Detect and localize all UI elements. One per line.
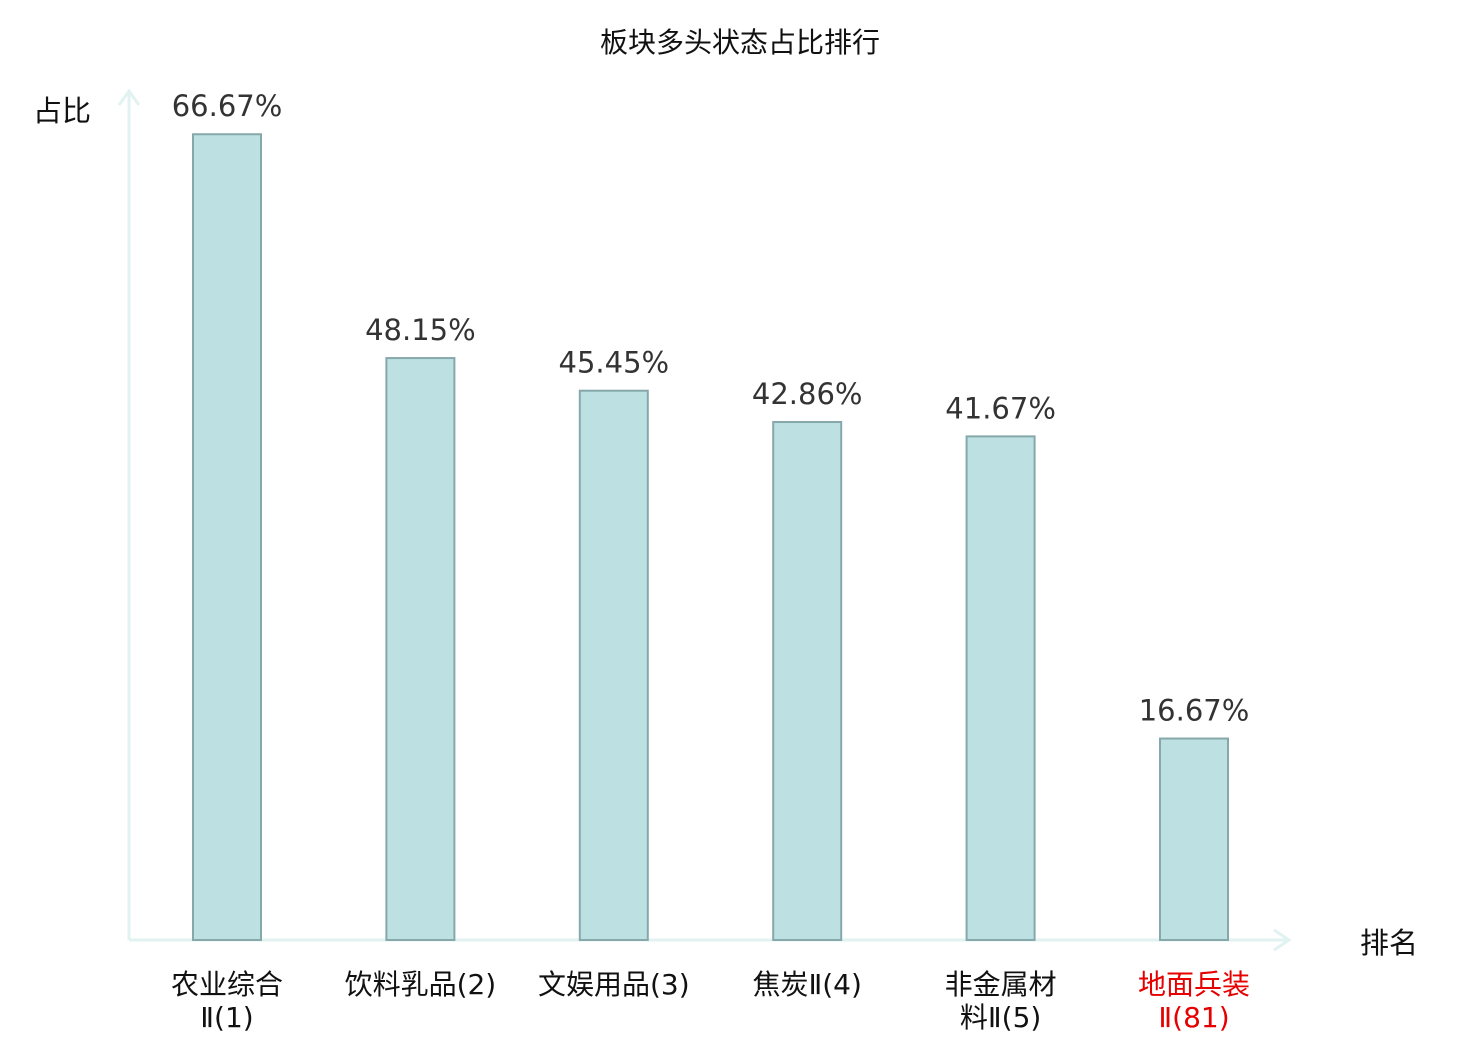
bar-2 <box>385 357 456 941</box>
x-tick-label-5-line-2: 料Ⅱ(5) <box>960 1001 1041 1034</box>
bar-value-label-5: 41.67% <box>945 391 1056 425</box>
y-axis-label: 占比 <box>33 94 91 128</box>
bar-value-label-3: 45.45% <box>559 346 670 380</box>
x-axis-arrow-icon <box>1273 928 1292 952</box>
y-axis-arrow-icon <box>117 88 141 106</box>
x-axis-label: 排名 <box>1360 926 1418 960</box>
axes <box>117 88 1292 952</box>
x-tick-label-1-line-1: 农业综合 <box>171 968 283 1001</box>
bar-3 <box>578 389 649 941</box>
x-tick-label-6-line-2: Ⅱ(81) <box>1158 1001 1229 1034</box>
x-tick-label-6-line-1: 地面兵装 <box>1138 968 1250 1001</box>
bar-value-label-4: 42.86% <box>752 377 863 411</box>
bar-1 <box>192 133 262 941</box>
x-tick-label-5-line-1: 非金属材 <box>945 968 1057 1001</box>
bar-4 <box>772 421 843 941</box>
data-labels: 66.67% 48.15% 45.45% 42.86% 41.67% 16.67% <box>172 89 1250 727</box>
bar-value-label-1: 66.67% <box>172 89 283 123</box>
x-tick-label-3-line-1: 文娱用品(3) <box>538 968 690 1001</box>
bars <box>192 133 1229 941</box>
bar-6 <box>1159 737 1229 941</box>
bar-5 <box>965 435 1036 941</box>
bar-value-label-6: 16.67% <box>1139 694 1250 728</box>
bar-value-label-2: 48.15% <box>365 313 476 347</box>
chart-title: 板块多头状态占比排行 <box>600 26 880 59</box>
x-tick-label-2-line-1: 饮料乳品(2) <box>345 968 497 1001</box>
x-tick-label-1-line-2: Ⅱ(1) <box>200 1001 253 1034</box>
x-tick-label-4-line-1: 焦炭Ⅱ(4) <box>752 968 861 1001</box>
